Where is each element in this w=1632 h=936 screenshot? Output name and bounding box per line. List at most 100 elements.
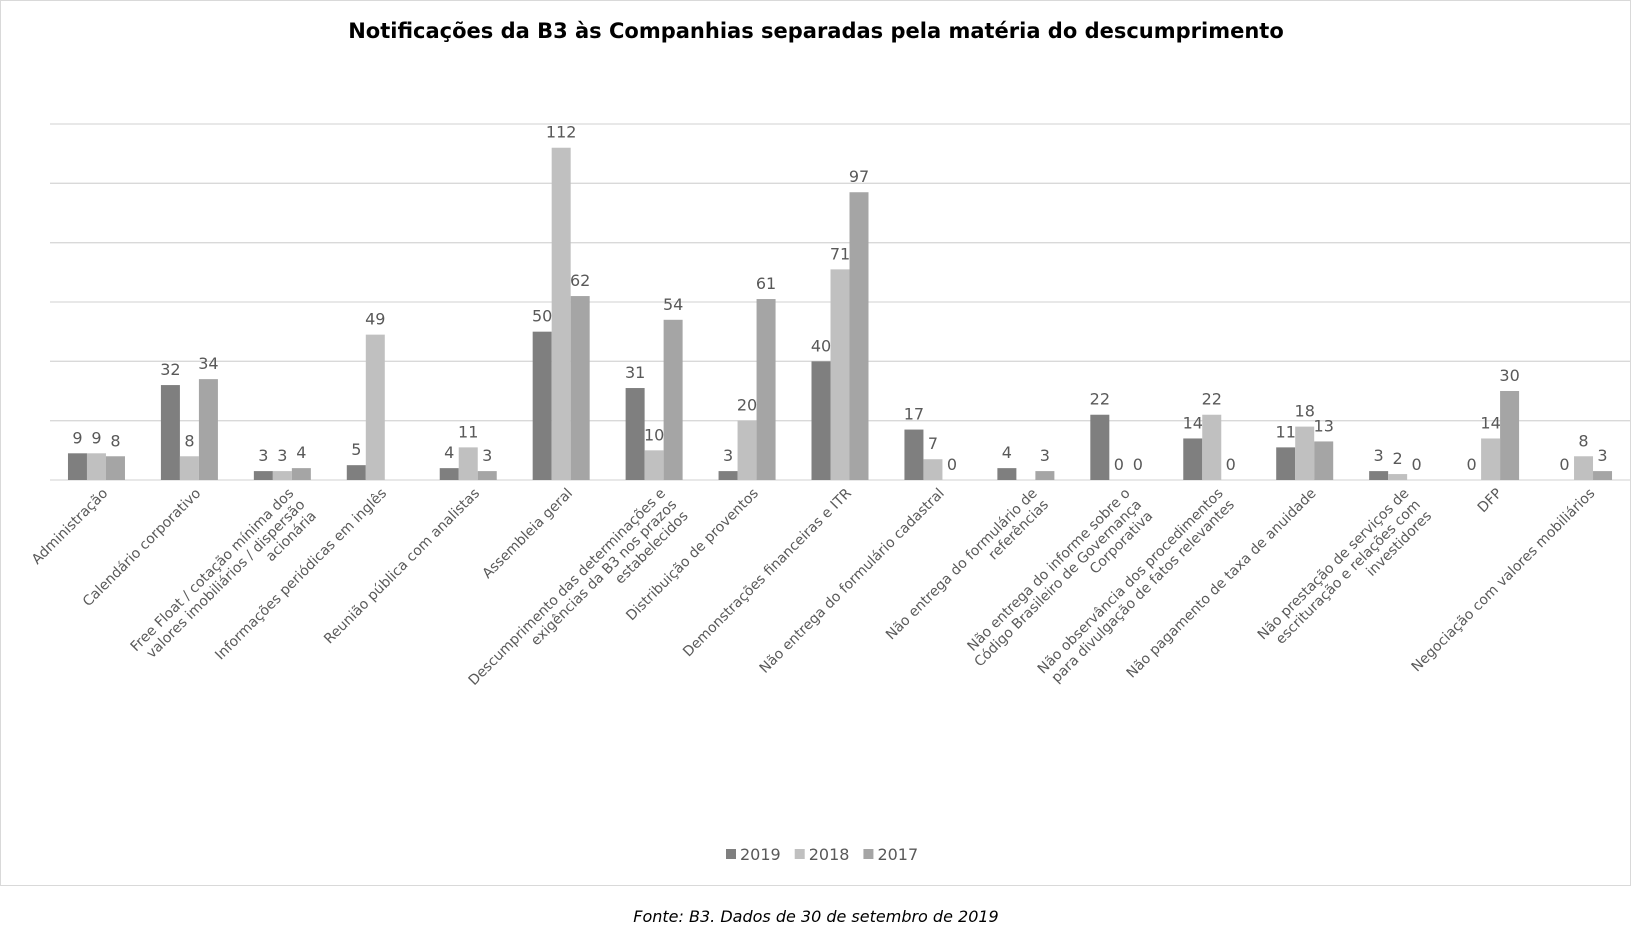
- data-label: 3: [1374, 446, 1384, 465]
- data-label: 0: [1114, 455, 1124, 474]
- bar: [1202, 414, 1222, 480]
- source-note: Fonte: B3. Dados de 30 de setembro de 20…: [633, 907, 998, 926]
- data-label: 32: [160, 360, 180, 379]
- bar: [365, 334, 385, 480]
- data-label: 3: [1040, 446, 1050, 465]
- data-label: 20: [737, 396, 757, 415]
- bar: [1276, 447, 1296, 480]
- data-label: 3: [723, 446, 733, 465]
- data-label: 8: [1578, 431, 1588, 450]
- data-label: 71: [830, 244, 850, 263]
- data-label: 50: [532, 307, 552, 326]
- bar: [1314, 441, 1334, 480]
- bar: [1481, 438, 1501, 480]
- data-label: 3: [482, 446, 492, 465]
- bar: [551, 147, 571, 480]
- bar: [997, 468, 1017, 480]
- data-label: 31: [625, 363, 645, 382]
- bar: [830, 269, 850, 480]
- bar: [737, 420, 757, 480]
- legend-label: 2019: [740, 845, 781, 864]
- data-label: 0: [1466, 455, 1476, 474]
- bar: [1574, 456, 1594, 480]
- data-label: 3: [258, 446, 268, 465]
- bar: [1295, 426, 1315, 480]
- data-label: 5: [351, 440, 361, 459]
- bar: [458, 447, 478, 480]
- bar: [67, 453, 87, 480]
- data-label: 34: [198, 354, 218, 373]
- data-label: 0: [1226, 455, 1236, 474]
- legend-label: 2018: [809, 845, 850, 864]
- bar: [291, 468, 311, 480]
- bar: [663, 319, 683, 480]
- bar: [1593, 471, 1613, 480]
- data-label: 3: [277, 446, 287, 465]
- legend-swatch: [794, 849, 805, 859]
- data-label: 17: [904, 405, 924, 424]
- data-label: 8: [110, 431, 120, 450]
- bar: [1035, 471, 1055, 480]
- bar: [253, 471, 273, 480]
- data-label: 22: [1202, 390, 1222, 409]
- bar: [1090, 414, 1110, 480]
- data-label: 3: [1597, 446, 1607, 465]
- data-label: 13: [1314, 416, 1334, 435]
- data-label: 7: [928, 434, 938, 453]
- data-label: 14: [1480, 413, 1500, 432]
- bar: [477, 471, 497, 480]
- bar: [105, 456, 125, 480]
- bar: [904, 429, 924, 480]
- bar: [718, 471, 738, 480]
- data-label: 8: [184, 431, 194, 450]
- bar: [1388, 474, 1408, 480]
- data-label: 18: [1295, 402, 1315, 421]
- data-label: 9: [72, 428, 82, 447]
- data-label: 0: [947, 455, 957, 474]
- bar: [923, 459, 943, 480]
- data-label: 10: [644, 425, 664, 444]
- data-label: 14: [1183, 413, 1203, 432]
- bar: [1369, 471, 1389, 480]
- bar: [1183, 438, 1203, 480]
- legend-label: 2017: [877, 845, 918, 864]
- data-label: 4: [296, 443, 306, 462]
- data-label: 4: [444, 443, 454, 462]
- bar: [625, 388, 645, 480]
- data-label: 9: [91, 428, 101, 447]
- data-label: 97: [849, 167, 869, 186]
- data-label: 112: [546, 123, 577, 142]
- bar: [198, 379, 218, 480]
- data-label: 0: [1412, 455, 1422, 474]
- legend-swatch: [863, 849, 874, 859]
- bar: [86, 453, 106, 480]
- bar: [644, 450, 664, 480]
- bar: [160, 385, 180, 480]
- bar: [179, 456, 199, 480]
- chart-title: Notificações da B3 às Companhias separad…: [348, 19, 1284, 43]
- bar: [1500, 391, 1520, 480]
- data-label: 22: [1090, 390, 1110, 409]
- data-label: 0: [1559, 455, 1569, 474]
- data-label: 0: [1133, 455, 1143, 474]
- bar: [272, 471, 292, 480]
- data-label: 11: [458, 422, 478, 441]
- bar: [439, 468, 459, 480]
- data-label: 40: [811, 336, 831, 355]
- data-label: 61: [756, 274, 776, 293]
- bar: [532, 331, 552, 480]
- data-label: 2: [1393, 449, 1403, 468]
- bar: [570, 296, 590, 480]
- data-label: 54: [663, 295, 683, 314]
- data-label: 49: [365, 310, 385, 329]
- data-label: 11: [1276, 422, 1296, 441]
- legend-swatch: [726, 849, 736, 859]
- bar: [756, 299, 776, 480]
- data-label: 4: [1002, 443, 1012, 462]
- bar: [811, 361, 831, 480]
- data-label: 62: [570, 271, 590, 290]
- bar: [849, 192, 869, 480]
- data-label: 30: [1499, 366, 1519, 385]
- bar: [346, 465, 366, 480]
